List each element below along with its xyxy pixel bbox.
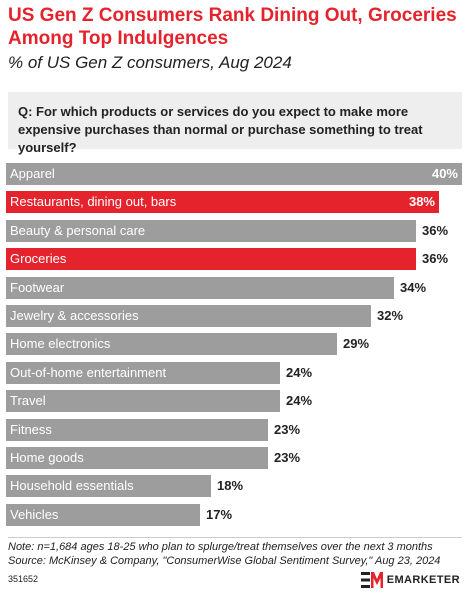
footer-divider xyxy=(8,537,462,538)
bar-label: Home goods xyxy=(10,450,84,465)
bar-label: Groceries xyxy=(10,251,67,266)
bar xyxy=(6,191,439,213)
bar xyxy=(6,220,416,242)
footnote: Note: n=1,684 ages 18-25 who plan to spl… xyxy=(8,541,433,553)
bar-label: Home electronics xyxy=(10,336,111,351)
bar xyxy=(6,447,268,469)
bar xyxy=(6,333,337,355)
bar-value-label: 40% xyxy=(431,166,458,181)
bar-value-label: 17% xyxy=(206,507,233,522)
chart-title: US Gen Z Consumers Rank Dining Out, Groc… xyxy=(8,5,457,49)
bar xyxy=(6,248,416,270)
chart-id: 351652 xyxy=(8,574,39,584)
bar-value-label: 32% xyxy=(377,308,404,323)
bar-value-label: 36% xyxy=(422,223,449,238)
bar xyxy=(6,163,462,185)
emarketer-logo: EMARKETER xyxy=(360,571,460,589)
bar-label: Restaurants, dining out, bars xyxy=(10,194,177,209)
question-text: Q: For which products or services do you… xyxy=(18,104,423,155)
bar-value-label: 29% xyxy=(343,336,370,351)
bar-value-label: 34% xyxy=(400,280,427,295)
bar xyxy=(6,277,394,299)
bar xyxy=(6,362,280,384)
bar xyxy=(6,419,268,441)
bar-label: Travel xyxy=(10,393,46,408)
bar-value-label: 23% xyxy=(274,422,301,437)
bar xyxy=(6,390,280,412)
bar xyxy=(6,305,371,327)
bar-label: Footwear xyxy=(10,280,65,295)
logo-text: EMARKETER xyxy=(386,574,460,586)
bar-value-label: 18% xyxy=(217,478,244,493)
bar-label: Household essentials xyxy=(10,478,134,493)
bar-label: Out-of-home entertainment xyxy=(10,365,167,380)
bar-label: Vehicles xyxy=(10,507,59,522)
bar-value-label: 23% xyxy=(274,450,301,465)
bar-label: Fitness xyxy=(10,422,52,437)
bar-value-label: 36% xyxy=(422,251,449,266)
bar-value-label: 24% xyxy=(286,393,313,408)
bar-value-label: 24% xyxy=(286,365,313,380)
bar-label: Apparel xyxy=(10,166,55,181)
bar-label: Jewelry & accessories xyxy=(10,308,139,323)
bar-value-label: 38% xyxy=(408,194,435,209)
source-line: Source: McKinsey & Company, "ConsumerWis… xyxy=(8,555,441,567)
bar-label: Beauty & personal care xyxy=(10,223,146,238)
bar xyxy=(6,475,211,497)
emarketer-logo-icon xyxy=(360,572,383,588)
bar xyxy=(6,504,200,526)
question-box: Q: For which products or services do you… xyxy=(8,92,462,155)
chart-subtitle: % of US Gen Z consumers, Aug 2024 xyxy=(8,53,292,72)
